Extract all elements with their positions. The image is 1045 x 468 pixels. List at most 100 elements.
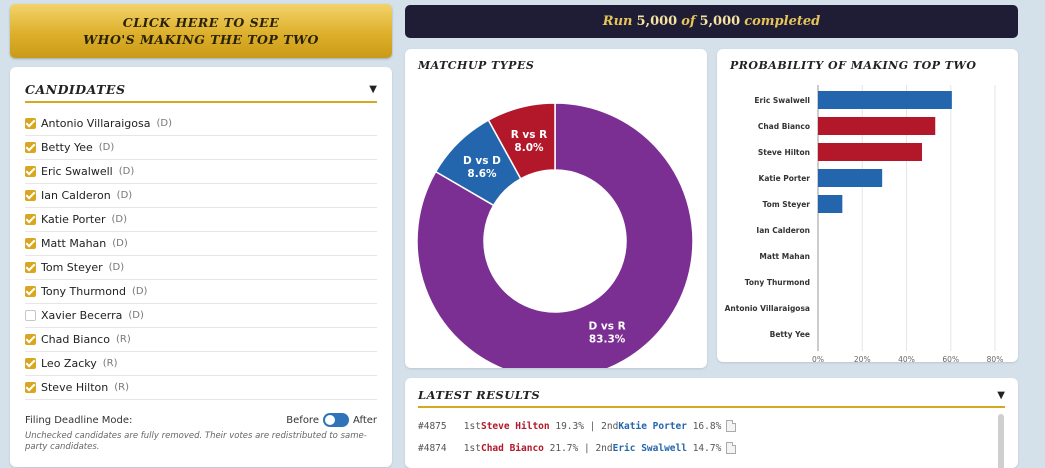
y-category-label: Katie Porter (759, 174, 811, 183)
matchup-donut-chart: D vs R83.3% D vs D8.6% R vs R8.0% (416, 102, 694, 368)
show-top-two-line2: WHO'S MAKING THE TOP TWO (83, 32, 319, 47)
candidate-checkbox[interactable] (25, 214, 36, 225)
candidates-title: CANDIDATES (25, 81, 126, 97)
filing-toggle-group: Before After (286, 413, 377, 427)
result-second-pct: 16.8% (692, 420, 722, 432)
y-category-label: Chad Bianco (758, 122, 810, 131)
run-of: of (681, 14, 696, 29)
result-separator: | (589, 420, 596, 432)
filing-note: Unchecked candidates are fully removed. … (25, 431, 367, 452)
candidate-party: (D) (112, 238, 128, 249)
result-first-pct: 19.3% (555, 420, 584, 432)
candidate-checkbox[interactable] (25, 358, 36, 369)
x-tick-label: 20% (854, 355, 871, 362)
donut-slice-label: R vs R (511, 129, 548, 141)
filing-deadline-label: Filing Deadline Mode: (25, 414, 133, 426)
donut-slice-value: 8.6% (467, 168, 497, 180)
toggle-after-label: After (352, 414, 377, 426)
candidate-checkbox[interactable] (25, 118, 36, 129)
candidate-checkbox[interactable] (25, 190, 36, 201)
toggle-before-label: Before (286, 414, 319, 426)
bar-eric-swalwell[interactable] (818, 91, 952, 109)
donut-slice-r-vs-r[interactable] (487, 102, 556, 180)
latest-results-title: LATEST RESULTS (418, 388, 541, 402)
x-tick-label: 0% (812, 355, 824, 362)
candidate-checkbox[interactable] (25, 310, 36, 321)
bar-chad-bianco[interactable] (818, 117, 936, 135)
result-first-name: Steve Hilton (480, 420, 550, 432)
result-second-label: 2nd (595, 442, 613, 454)
bar-steve-hilton[interactable] (818, 143, 922, 161)
chevron-down-icon[interactable]: ▼ (997, 389, 1005, 401)
candidate-name: Ian Calderon (41, 189, 111, 202)
show-top-two-button[interactable]: CLICK HERE TO SEE WHO'S MAKING THE TOP T… (10, 4, 392, 58)
candidate-name: Matt Mahan (41, 237, 107, 250)
spacer (447, 421, 458, 432)
candidate-checkbox[interactable] (25, 382, 36, 393)
result-row: #4875 1st Steve Hilton 19.3% | 2nd Katie P… (418, 415, 988, 437)
y-category-label: Steve Hilton (758, 148, 810, 157)
result-id: #4874 (418, 442, 447, 454)
y-category-label: Tom Steyer (763, 200, 811, 209)
candidate-row[interactable]: Antonio Villaraigosa (D) (25, 112, 377, 136)
probability-bar-chart: 0% 20% 40% 60% 80% Eric Swalwell Chad Bianco St… (725, 85, 1004, 362)
candidate-row[interactable]: Steve Hilton (R) (25, 376, 377, 400)
latest-results-header[interactable]: LATEST RESULTS ▼ (418, 384, 1005, 408)
candidate-row[interactable]: Eric Swalwell (D) (25, 160, 377, 184)
candidate-party: (D) (98, 142, 115, 153)
candidates-header[interactable]: CANDIDATES ▼ (25, 77, 377, 103)
candidate-checkbox[interactable] (25, 166, 36, 177)
result-first-name: Chad Bianco (480, 442, 544, 454)
candidate-party: (R) (115, 334, 131, 345)
filing-deadline-row: Filing Deadline Mode: Before After (25, 413, 377, 427)
candidate-row[interactable]: Matt Mahan (D) (25, 232, 377, 256)
filing-deadline-toggle[interactable] (322, 413, 349, 427)
candidate-row[interactable]: Leo Zacky (R) (25, 352, 377, 376)
candidate-row[interactable]: Betty Yee (D) (25, 136, 377, 160)
result-id: #4875 (418, 420, 447, 432)
candidate-name: Katie Porter (41, 213, 106, 226)
y-category-label: Tony Thurmond (745, 278, 810, 287)
candidate-checkbox[interactable] (25, 238, 36, 249)
candidate-row[interactable]: Ian Calderon (D) (25, 184, 377, 208)
candidate-party: (D) (131, 286, 148, 297)
donut-slice-value: 83.3% (589, 334, 626, 346)
result-first-label: 1st (463, 442, 481, 454)
y-category-label: Antonio Villaraigosa (725, 304, 810, 313)
candidate-party: (D) (156, 118, 173, 129)
candidate-row[interactable]: Xavier Becerra (D) (25, 304, 377, 328)
candidate-checkbox[interactable] (25, 286, 36, 297)
document-icon[interactable] (726, 420, 737, 432)
candidates-panel: CANDIDATES ▼ Antonio Villaraigosa (D) Bett… (10, 67, 392, 467)
bar-tom-steyer[interactable] (818, 195, 843, 213)
result-second-name: Eric Swalwell (612, 442, 687, 454)
candidate-checkbox[interactable] (25, 142, 36, 153)
results-scrollbar[interactable] (998, 414, 1004, 468)
candidate-name: Steve Hilton (41, 381, 109, 394)
candidate-name: Eric Swalwell (41, 165, 113, 178)
candidate-name: Betty Yee (41, 141, 93, 154)
run-suffix: completed (744, 14, 821, 29)
probability-panel: PROBABILITY OF MAKING TOP TWO 0% 20% 40% 60… (717, 49, 1018, 362)
candidate-party: (D) (116, 190, 133, 201)
result-first-label: 1st (463, 420, 481, 432)
candidate-row[interactable]: Tom Steyer (D) (25, 256, 377, 280)
candidate-row[interactable]: Katie Porter (D) (25, 208, 377, 232)
latest-results-panel: LATEST RESULTS ▼ #4875 1st Steve Hilton 1… (405, 378, 1018, 468)
probability-chart-title: PROBABILITY OF MAKING TOP TWO (730, 59, 977, 72)
candidate-name: Leo Zacky (41, 357, 97, 370)
run-total: 5,000 (699, 14, 741, 29)
bar-katie-porter[interactable] (818, 169, 883, 187)
candidate-checkbox[interactable] (25, 334, 36, 345)
donut-slice-d-vs-r[interactable] (416, 102, 694, 368)
candidate-row[interactable]: Chad Bianco (R) (25, 328, 377, 352)
chevron-down-icon[interactable]: ▼ (369, 83, 377, 95)
document-icon[interactable] (726, 442, 737, 454)
y-category-label: Eric Swalwell (754, 96, 810, 105)
candidate-checkbox[interactable] (25, 262, 36, 273)
candidate-row[interactable]: Tony Thurmond (D) (25, 280, 377, 304)
run-current: 5,000 (636, 14, 678, 29)
candidate-party: (R) (102, 358, 118, 369)
candidate-party: (R) (114, 382, 130, 393)
x-tick-label: 80% (987, 355, 1004, 362)
